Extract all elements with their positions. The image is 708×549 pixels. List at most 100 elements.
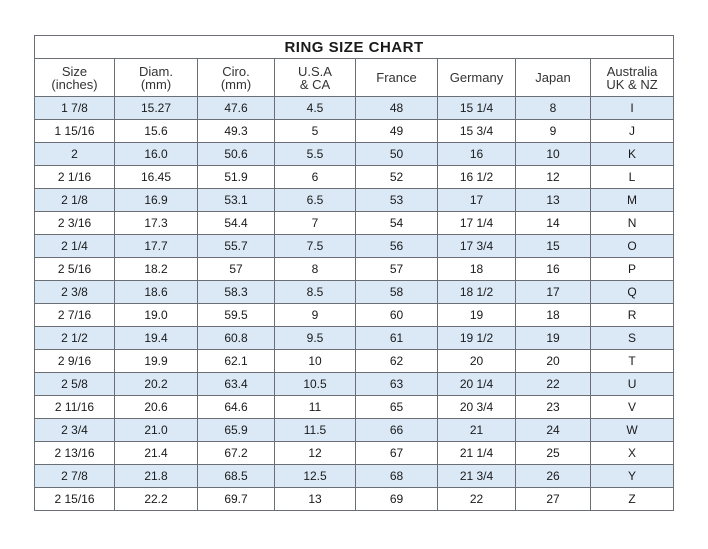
cell-australia-uk-nz: O xyxy=(589,234,675,258)
cell-japan: 9 xyxy=(515,119,591,143)
cell-australia-uk-nz: V xyxy=(589,395,675,419)
cell-circumference-mm: 49.3 xyxy=(197,119,275,143)
cell-australia-uk-nz: T xyxy=(589,349,675,373)
cell-germany: 17 3/4 xyxy=(437,234,516,258)
cell-diameter-mm: 19.0 xyxy=(114,303,198,327)
cell-france: 68 xyxy=(355,464,438,488)
header-line: Japan xyxy=(535,70,571,85)
cell-size-inches: 2 xyxy=(34,142,115,166)
cell-france: 57 xyxy=(355,257,438,281)
cell-japan: 16 xyxy=(515,257,591,281)
cell-japan: 25 xyxy=(515,441,591,465)
cell-germany: 21 xyxy=(437,418,516,442)
cell-circumference-mm: 50.6 xyxy=(197,142,275,166)
cell-germany: 18 xyxy=(437,257,516,281)
cell-circumference-mm: 68.5 xyxy=(197,464,275,488)
header-line: (mm) xyxy=(140,76,172,92)
cell-japan: 15 xyxy=(515,234,591,258)
table-row: 2 7/8 21.8 68.5 12.5 68 21 3/4 26 Y xyxy=(34,464,675,488)
cell-germany: 16 xyxy=(437,142,516,166)
cell-france: 69 xyxy=(355,487,438,511)
cell-france: 52 xyxy=(355,165,438,189)
header-line: Ciro. xyxy=(222,63,250,79)
cell-japan: 10 xyxy=(515,142,591,166)
header-line: France xyxy=(376,70,417,85)
cell-size-inches: 2 1/2 xyxy=(34,326,115,350)
cell-germany: 20 3/4 xyxy=(437,395,516,419)
cell-japan: 23 xyxy=(515,395,591,419)
cell-france: 65 xyxy=(355,395,438,419)
cell-size-inches: 2 1/4 xyxy=(34,234,115,258)
cell-france: 58 xyxy=(355,280,438,304)
cell-size-inches: 2 7/8 xyxy=(34,464,115,488)
cell-diameter-mm: 20.2 xyxy=(114,372,198,396)
cell-size-inches: 2 3/4 xyxy=(34,418,115,442)
cell-diameter-mm: 21.4 xyxy=(114,441,198,465)
cell-france: 53 xyxy=(355,188,438,212)
table-row: 2 11/16 20.6 64.6 11 65 20 3/4 23 V xyxy=(34,395,675,419)
table-row: 2 1/16 16.45 51.9 6 52 16 1/2 12 L xyxy=(34,165,675,189)
cell-diameter-mm: 20.6 xyxy=(114,395,198,419)
cell-australia-uk-nz: U xyxy=(589,372,675,396)
header-row: Size (inches) Diam. (mm) Ciro. (mm) U.S.A & CA F… xyxy=(34,58,675,97)
cell-france: 67 xyxy=(355,441,438,465)
cell-japan: 17 xyxy=(515,280,591,304)
cell-diameter-mm: 17.7 xyxy=(114,234,198,258)
cell-germany: 19 1/2 xyxy=(437,326,516,350)
cell-diameter-mm: 16.0 xyxy=(114,142,198,166)
cell-france: 54 xyxy=(355,211,438,235)
cell-diameter-mm: 16.45 xyxy=(114,165,198,189)
column-header-usa-ca: U.S.A & CA xyxy=(274,58,356,97)
table-row: 2 5/8 20.2 63.4 10.5 63 20 1/4 22 U xyxy=(34,372,675,396)
cell-france: 62 xyxy=(355,349,438,373)
header-line: UK & NZ xyxy=(606,76,658,92)
cell-size-inches: 2 7/16 xyxy=(34,303,115,327)
cell-usa-ca: 8.5 xyxy=(274,280,356,304)
cell-france: 66 xyxy=(355,418,438,442)
cell-france: 49 xyxy=(355,119,438,143)
table-row: 2 3/8 18.6 58.3 8.5 58 18 1/2 17 Q xyxy=(34,280,675,304)
cell-germany: 18 1/2 xyxy=(437,280,516,304)
table-row: 2 9/16 19.9 62.1 10 62 20 20 T xyxy=(34,349,675,373)
cell-diameter-mm: 18.2 xyxy=(114,257,198,281)
header-line: Size xyxy=(61,63,88,79)
cell-germany: 15 1/4 xyxy=(437,96,516,120)
cell-australia-uk-nz: Q xyxy=(589,280,675,304)
cell-australia-uk-nz: Z xyxy=(589,487,675,511)
cell-germany: 17 1/4 xyxy=(437,211,516,235)
column-header-japan: Japan xyxy=(515,58,591,97)
cell-usa-ca: 6 xyxy=(274,165,356,189)
cell-australia-uk-nz: S xyxy=(589,326,675,350)
cell-size-inches: 2 13/16 xyxy=(34,441,115,465)
cell-japan: 26 xyxy=(515,464,591,488)
cell-japan: 24 xyxy=(515,418,591,442)
cell-circumference-mm: 64.6 xyxy=(197,395,275,419)
cell-france: 50 xyxy=(355,142,438,166)
cell-circumference-mm: 57 xyxy=(197,257,275,281)
cell-usa-ca: 9.5 xyxy=(274,326,356,350)
cell-france: 61 xyxy=(355,326,438,350)
cell-diameter-mm: 19.9 xyxy=(114,349,198,373)
cell-circumference-mm: 58.3 xyxy=(197,280,275,304)
cell-usa-ca: 11 xyxy=(274,395,356,419)
cell-size-inches: 2 3/16 xyxy=(34,211,115,235)
header-line: Diam. xyxy=(139,63,173,79)
cell-germany: 16 1/2 xyxy=(437,165,516,189)
cell-circumference-mm: 63.4 xyxy=(197,372,275,396)
cell-germany: 20 xyxy=(437,349,516,373)
cell-japan: 20 xyxy=(515,349,591,373)
cell-usa-ca: 7.5 xyxy=(274,234,356,258)
cell-circumference-mm: 65.9 xyxy=(197,418,275,442)
cell-germany: 21 1/4 xyxy=(437,441,516,465)
cell-usa-ca: 12 xyxy=(274,441,356,465)
cell-australia-uk-nz: X xyxy=(589,441,675,465)
cell-usa-ca: 7 xyxy=(274,211,356,235)
cell-circumference-mm: 69.7 xyxy=(197,487,275,511)
cell-australia-uk-nz: R xyxy=(589,303,675,327)
cell-diameter-mm: 17.3 xyxy=(114,211,198,235)
cell-size-inches: 2 5/8 xyxy=(34,372,115,396)
cell-australia-uk-nz: L xyxy=(589,165,675,189)
table-row: 2 3/4 21.0 65.9 11.5 66 21 24 W xyxy=(34,418,675,442)
cell-circumference-mm: 51.9 xyxy=(197,165,275,189)
table-body: 1 7/8 15.27 47.6 4.5 48 15 1/4 8 I 1 15/16 15.6 49… xyxy=(34,96,675,511)
